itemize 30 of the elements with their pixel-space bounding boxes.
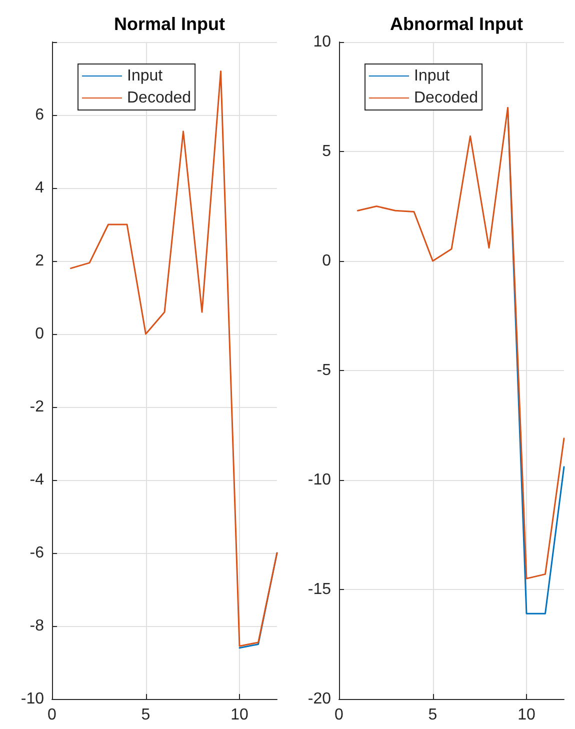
x-tick-label: 10 bbox=[518, 706, 536, 724]
legend-label: Decoded bbox=[127, 90, 192, 106]
y-tick-label: 6 bbox=[35, 106, 44, 124]
y-tick-label: 0 bbox=[35, 326, 44, 342]
y-tick-label: -2 bbox=[30, 398, 44, 416]
y-tick-label: 2 bbox=[35, 252, 44, 270]
y-tick-label: -8 bbox=[30, 618, 44, 634]
y-tick-label: 10 bbox=[313, 34, 332, 50]
x-tick-label: 0 bbox=[334, 706, 344, 724]
x-tick-label: 5 bbox=[428, 706, 438, 724]
y-tick-label: -20 bbox=[308, 690, 332, 708]
chart-title: Abnormal Input bbox=[390, 14, 523, 34]
x-tick-label: 5 bbox=[141, 706, 150, 724]
y-tick-label: 0 bbox=[322, 252, 332, 270]
y-tick-label: -4 bbox=[30, 472, 44, 488]
y-tick-label: -6 bbox=[30, 544, 44, 562]
chart-title: Normal Input bbox=[114, 14, 226, 34]
y-tick-label: -15 bbox=[308, 581, 332, 598]
y-tick-label: -10 bbox=[308, 472, 332, 488]
line-series bbox=[70, 70, 278, 647]
y-tick-label: 5 bbox=[322, 143, 332, 160]
y-tick-label: 4 bbox=[35, 180, 44, 196]
y-tick-label: -10 bbox=[20, 690, 44, 708]
line-series bbox=[357, 106, 565, 580]
x-tick-label: 10 bbox=[230, 706, 248, 724]
legend-label: Decoded bbox=[414, 90, 478, 106]
y-tick-label: -5 bbox=[316, 362, 332, 379]
legend-label: Input bbox=[127, 68, 164, 84]
x-tick-label: 0 bbox=[48, 706, 57, 724]
legend-label: Input bbox=[414, 68, 450, 84]
